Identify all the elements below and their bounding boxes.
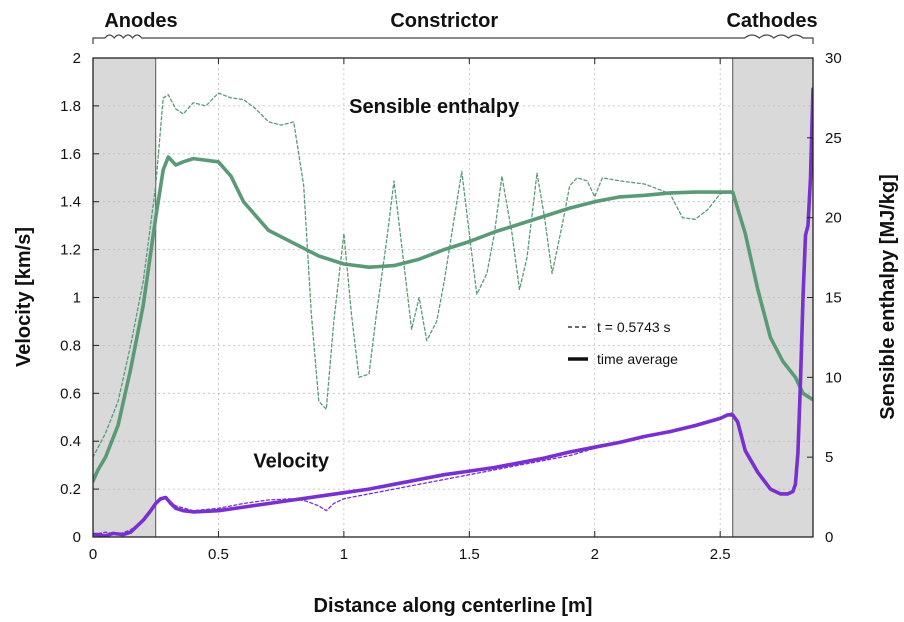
region-label-constrictor: Constrictor	[390, 10, 498, 32]
y-tick-label: 0.4	[60, 433, 81, 450]
y2-tick-label: 0	[825, 529, 833, 546]
enthalpy-line-solid	[93, 155, 813, 483]
y2-tick-label: 20	[825, 210, 842, 227]
y-tick-label: 0	[73, 529, 81, 546]
y-tick-label: 0.6	[60, 385, 81, 402]
x-tick-label: 2	[591, 546, 599, 563]
axis-ticks: 0 0.5 1 1.5 2 2.500.20.40.60.811.21.41.61.820…	[60, 50, 842, 563]
legend: t = 0.5743 s time average	[568, 319, 678, 367]
region-label-anodes: Anodes	[104, 10, 177, 32]
y-tick-label: 1.4	[60, 194, 81, 211]
y2-tick-label: 25	[825, 130, 842, 147]
legend-label-solid: time average	[597, 351, 678, 367]
annotation-velocity: Velocity	[253, 451, 329, 473]
y-tick-label: 2	[73, 50, 81, 67]
y2-axis-title: Sensible enthalpy [MJ/kg]	[877, 174, 899, 420]
velocity-line-dashed	[93, 411, 734, 536]
x-tick-label: 1.5	[459, 546, 480, 563]
y2-tick-label: 10	[825, 369, 842, 386]
enthalpy-line-dashed	[93, 92, 734, 458]
y-axis-title: Velocity [km/s]	[13, 227, 35, 367]
series-layer	[93, 87, 813, 537]
x-axis-title: Distance along centerline [m]	[314, 595, 593, 617]
region-label-cathodes: Cathodes	[726, 10, 817, 32]
legend-label-dashed: t = 0.5743 s	[597, 319, 671, 335]
x-tick-label: 1	[340, 546, 348, 563]
x-tick-label: 0	[89, 546, 97, 563]
velocity-line-solid	[93, 87, 813, 537]
grid-lines	[93, 58, 813, 537]
y2-tick-label: 5	[825, 449, 833, 466]
x-tick-label: 2.5	[710, 546, 731, 563]
y-tick-label: 0.2	[60, 481, 81, 498]
y2-tick-label: 30	[825, 50, 842, 67]
y-tick-label: 1	[73, 290, 81, 307]
y-tick-label: 1.6	[60, 146, 81, 163]
y2-tick-label: 15	[825, 290, 842, 307]
y-tick-label: 1.8	[60, 98, 81, 115]
x-tick-label: 0.5	[208, 546, 229, 563]
region-bracket	[92, 34, 814, 44]
y-tick-label: 0.8	[60, 337, 81, 354]
y-tick-label: 1.2	[60, 242, 81, 259]
annotation-sensible-enthalpy: Sensible enthalpy	[349, 96, 520, 118]
